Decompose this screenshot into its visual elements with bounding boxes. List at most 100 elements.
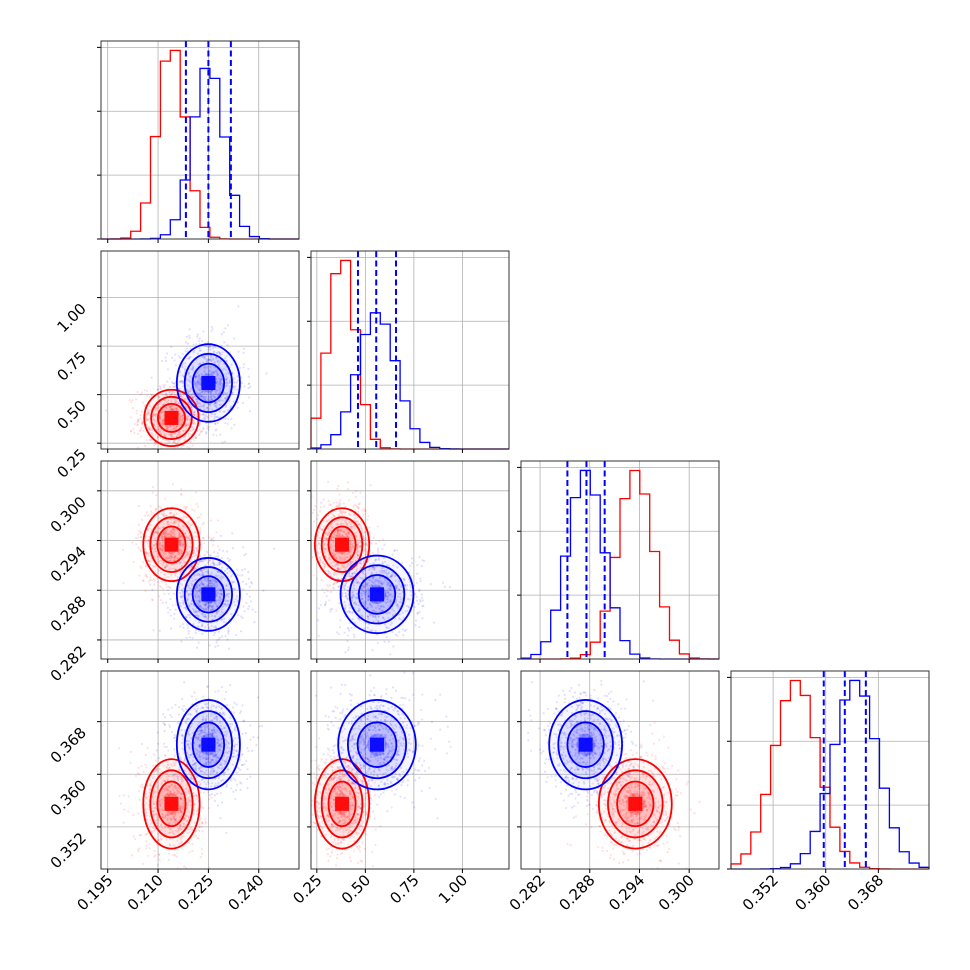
- scatter-point: [196, 380, 199, 384]
- scatter-point: [208, 370, 211, 373]
- scatter-point: [221, 618, 224, 621]
- scatter-point: [365, 560, 369, 563]
- scatter-point: [166, 520, 169, 524]
- hist-panel-p3: [727, 670, 930, 870]
- hist-panel-p1: [307, 250, 510, 450]
- scatter-point: [236, 568, 239, 571]
- scatter-point: [409, 583, 412, 586]
- scatter-point: [381, 583, 384, 586]
- scatter-point: [150, 821, 153, 824]
- scatter-point: [207, 536, 210, 539]
- scatter-point: [344, 595, 347, 598]
- contour-line: [191, 575, 226, 614]
- scatter-point: [181, 366, 184, 369]
- scatter-point: [156, 435, 159, 438]
- scatter-point: [187, 402, 190, 405]
- scatter-point: [178, 433, 181, 436]
- scatter-point: [145, 766, 148, 769]
- scatter-point: [335, 534, 338, 537]
- scatter-point: [216, 379, 219, 382]
- scatter-point: [348, 573, 351, 576]
- scatter-point: [179, 544, 182, 548]
- scatter-point: [140, 742, 144, 746]
- scatter-point: [215, 611, 218, 614]
- scatter-point: [177, 433, 180, 436]
- scatter-point: [347, 648, 350, 652]
- scatter-point: [200, 825, 203, 828]
- scatter-point: [352, 558, 355, 561]
- scatter-point: [357, 609, 360, 612]
- scatter-point: [358, 561, 361, 565]
- scatter-point: [219, 403, 222, 406]
- scatter-point: [242, 347, 246, 350]
- scatter-point: [324, 537, 327, 540]
- scatter-point: [169, 532, 173, 535]
- scatter-point: [188, 799, 192, 802]
- scatter-point: [164, 566, 167, 569]
- scatter-point: [361, 570, 364, 574]
- scatter-point: [219, 433, 222, 436]
- scatter-point: [348, 603, 351, 606]
- scatter-point: [217, 561, 221, 564]
- scatter-point: [212, 634, 215, 637]
- scatter-point: [204, 366, 207, 370]
- scatter-point: [181, 396, 184, 399]
- scatter-point: [322, 525, 325, 528]
- scatter-point: [145, 792, 148, 796]
- scatter-point: [187, 433, 190, 436]
- scatter-point: [166, 535, 169, 539]
- scatter-point: [187, 418, 190, 421]
- scatter-point: [149, 583, 152, 586]
- scatter-point: [194, 590, 197, 593]
- scatter-point: [347, 552, 350, 555]
- scatter-point: [170, 345, 173, 349]
- scatter-point: [202, 395, 205, 399]
- scatter-point: [350, 626, 353, 629]
- scatter-point: [225, 372, 228, 375]
- scatter-point: [376, 525, 379, 528]
- scatter-point: [174, 568, 177, 572]
- scatter-point: [153, 531, 156, 534]
- scatter-point: [134, 536, 138, 540]
- scatter-point: [157, 428, 160, 431]
- scatter-point: [184, 555, 187, 558]
- scatter-point: [337, 503, 340, 506]
- scatter-point: [211, 608, 215, 611]
- scatter-point: [178, 769, 181, 772]
- scatter-point: [329, 574, 332, 577]
- scatter-point: [325, 532, 328, 535]
- scatter-point: [152, 789, 155, 792]
- scatter-point: [347, 531, 351, 535]
- scatter-point: [242, 366, 245, 369]
- scatter-point: [200, 373, 203, 376]
- scatter-point: [381, 609, 384, 612]
- scatter-point: [193, 349, 196, 353]
- scatter-point: [248, 585, 251, 588]
- scatter-point: [403, 629, 406, 633]
- scatter-point: [194, 376, 197, 379]
- scatter-point: [328, 599, 331, 602]
- scatter-point: [199, 601, 202, 604]
- scatter-point: [364, 591, 367, 594]
- scatter-point: [295, 624, 297, 626]
- scatter-point: [191, 607, 195, 610]
- scatter-point: [162, 421, 165, 424]
- scatter-point: [323, 542, 326, 545]
- scatter-point: [389, 575, 392, 578]
- scatter-point: [186, 801, 189, 804]
- scatter-point: [385, 592, 388, 595]
- scatter-point: [386, 596, 390, 599]
- scatter-point: [218, 563, 221, 567]
- scatter-point: [161, 564, 165, 567]
- scatter-point: [218, 390, 222, 393]
- scatter-point: [219, 588, 222, 591]
- scatter-point: [156, 822, 159, 825]
- scatter-point: [199, 559, 203, 563]
- scatter-point: [383, 570, 386, 573]
- scatter-point: [161, 801, 164, 804]
- scatter-point: [168, 837, 172, 841]
- scatter-point: [356, 581, 360, 584]
- scatter-point: [342, 502, 345, 505]
- scatter-point: [174, 845, 177, 848]
- scatter-point: [336, 567, 340, 570]
